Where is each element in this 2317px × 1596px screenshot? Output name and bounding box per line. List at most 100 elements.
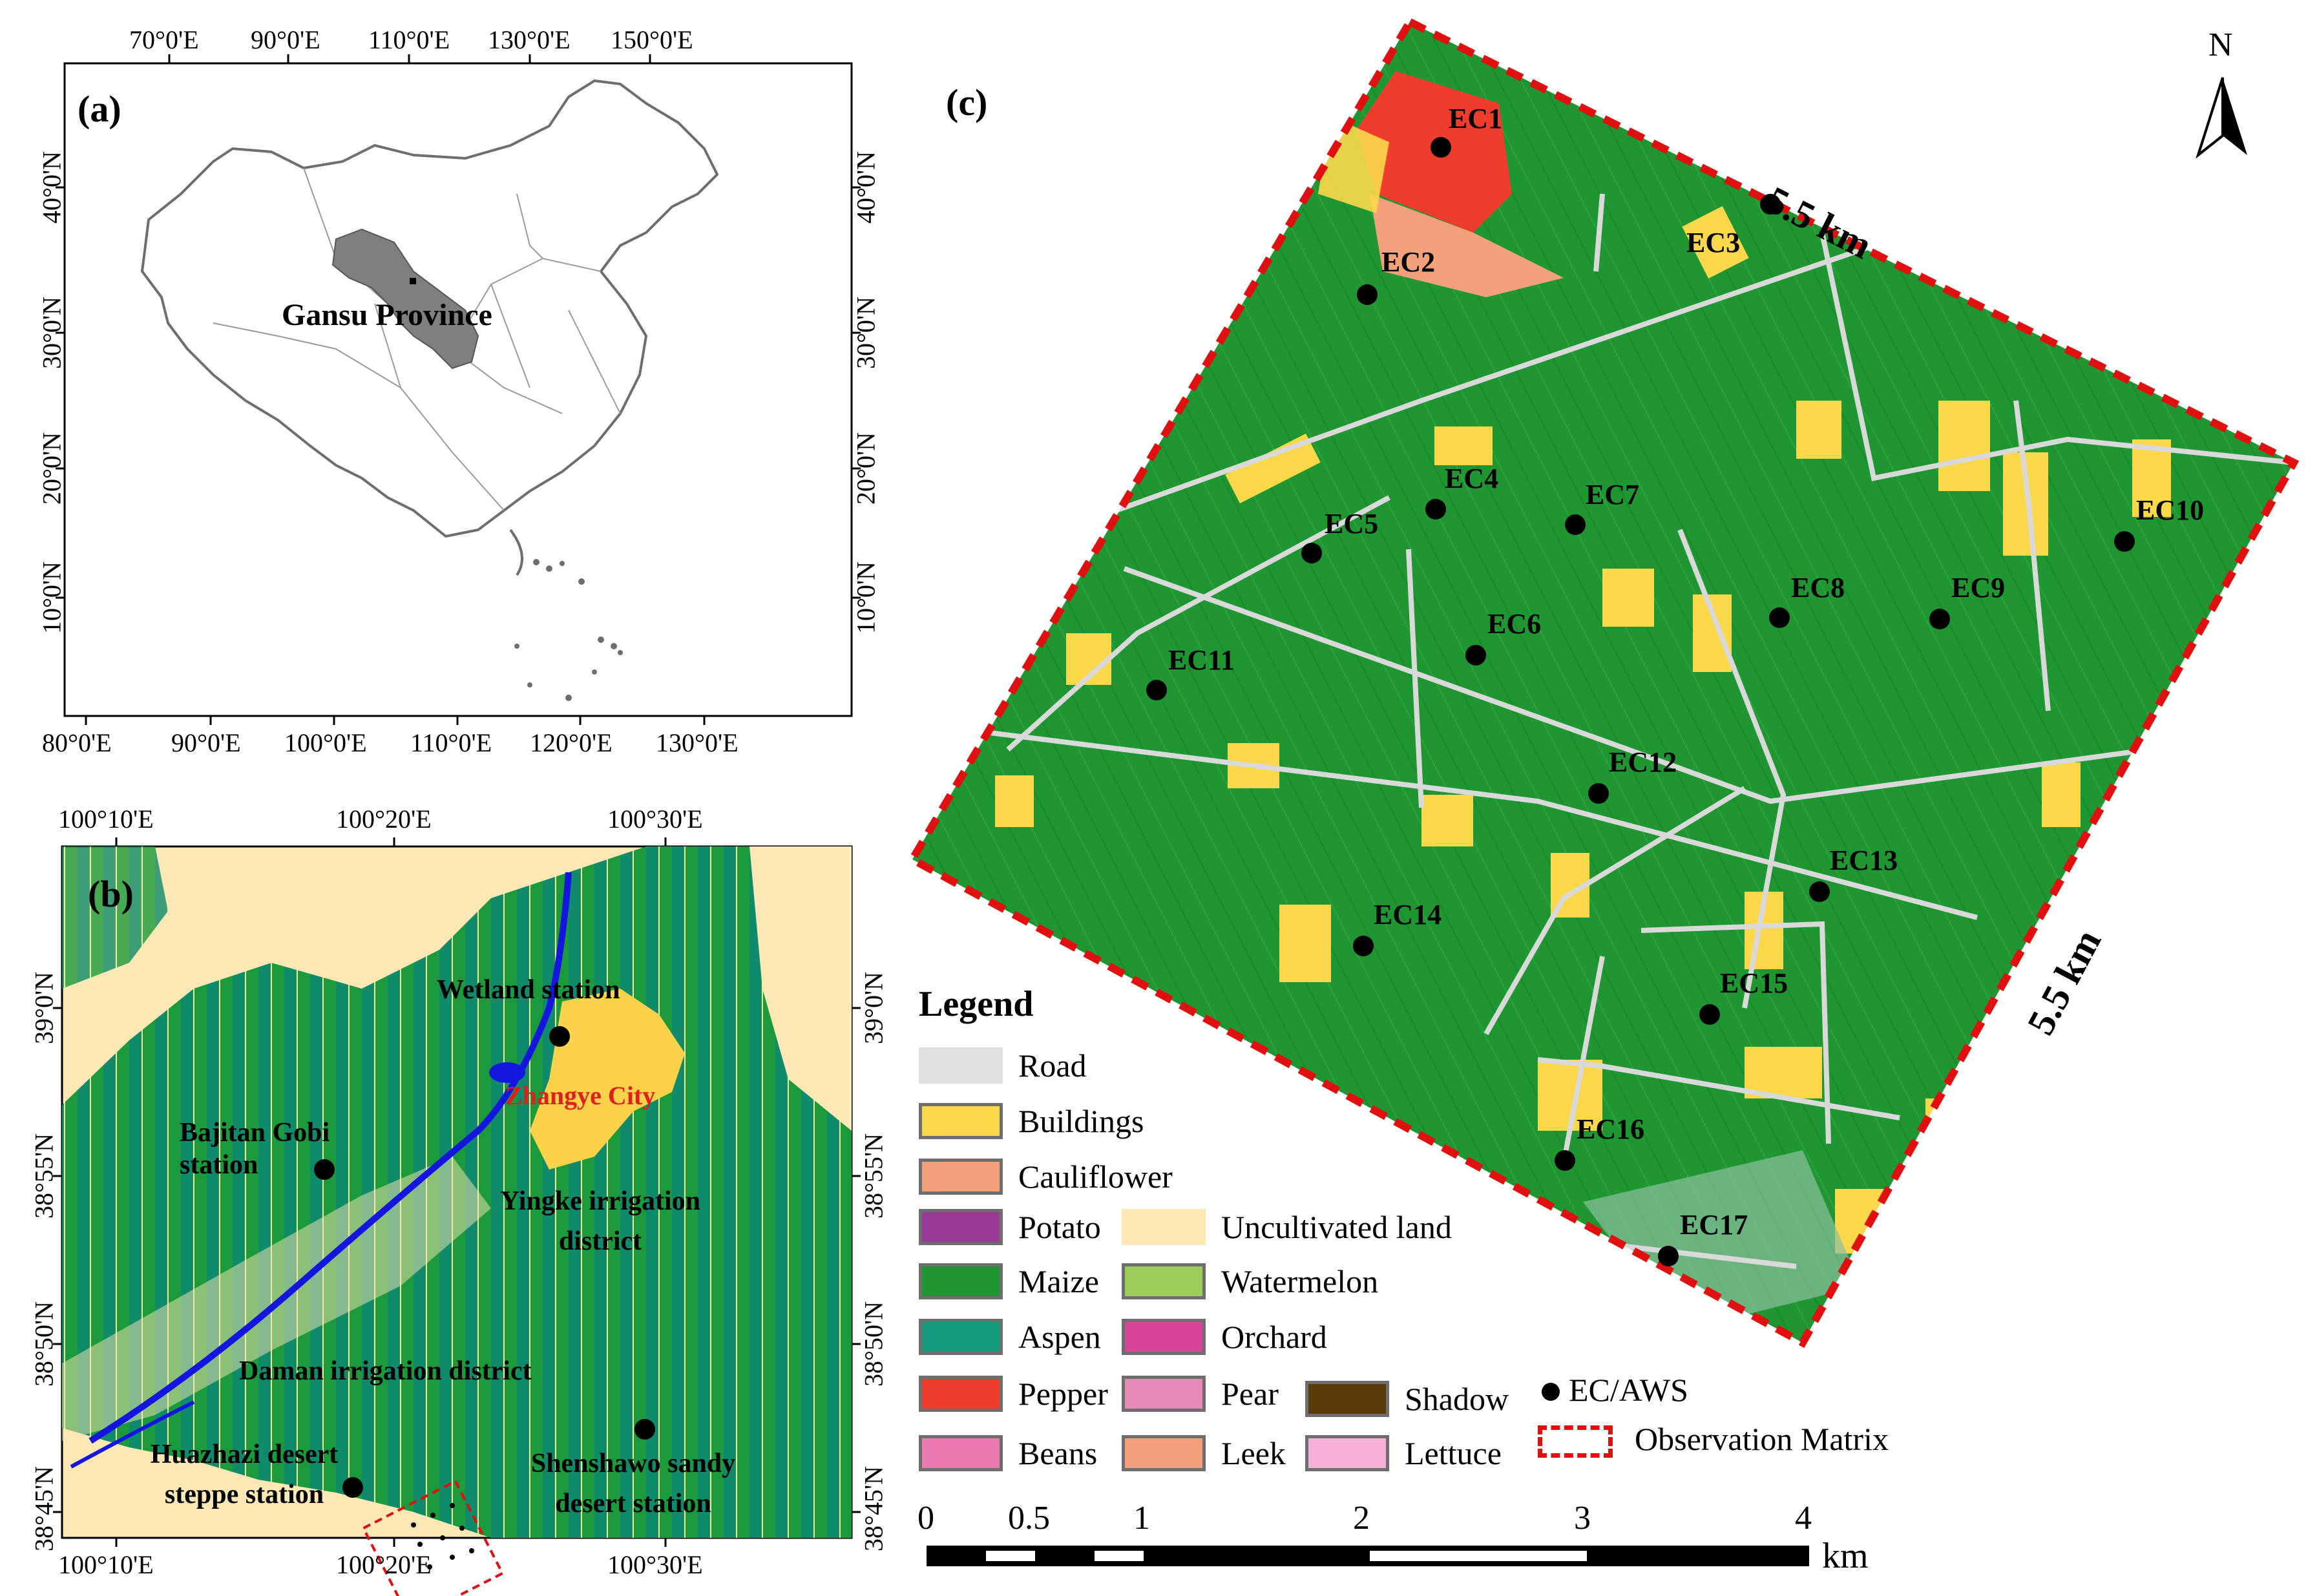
panel-a-bottom-tick-4: 110°0'E — [410, 728, 492, 757]
panel-a-top-tick-1: 70°0'E — [129, 25, 199, 54]
legend-label-aspen: Aspen — [1018, 1319, 1101, 1355]
cauliflower-patch — [1370, 194, 1564, 297]
ec10-marker — [2114, 531, 2135, 552]
legend-label-ec-aws: EC/AWS — [1569, 1372, 1688, 1408]
legend-item-leek: Leek — [1122, 1434, 1286, 1472]
ec8-label: EC8 — [1791, 572, 1845, 604]
river — [89, 872, 572, 1444]
panel-a-bottom-tick-1: 80°0'E — [42, 728, 112, 757]
legend-item-orchard: Orchard — [1122, 1318, 1327, 1356]
legend-label-leek: Leek — [1221, 1435, 1286, 1471]
legend-label-watermelon: Watermelon — [1221, 1263, 1379, 1299]
panel-b-top-tick-3: 100°30'E — [607, 804, 703, 834]
legend-item-lettuce: Lettuce — [1305, 1434, 1502, 1472]
legend-item-watermelon: Watermelon — [1122, 1263, 1378, 1300]
scale-tick-3: 3 — [1574, 1500, 1591, 1537]
orchard-swatch — [1122, 1319, 1206, 1355]
panel-b-label: (b) — [88, 873, 134, 915]
gansu-province-label: Gansu Province — [282, 298, 492, 332]
legend-item-pear: Pear — [1122, 1375, 1279, 1412]
panel-a-bottom-tick-3: 100°0'E — [284, 728, 367, 757]
legend-label-cauliflower: Cauliflower — [1018, 1159, 1173, 1195]
ec16-label: EC16 — [1577, 1113, 1645, 1145]
watermelon-swatch — [1122, 1263, 1206, 1299]
ec5-label: EC5 — [1325, 508, 1379, 540]
huazhazi-station-marker — [342, 1477, 363, 1498]
legend-item-pepper: Pepper — [919, 1375, 1108, 1412]
panel-b-top-tick-1: 100°10'E — [58, 804, 154, 834]
shadow-swatch — [1305, 1381, 1389, 1417]
pear-swatch — [1122, 1376, 1206, 1412]
ec5-marker — [1301, 543, 1322, 563]
zhangye-city-label: Zhangye City — [505, 1081, 656, 1110]
ec14-marker — [1353, 936, 1374, 956]
panel-a-frame — [56, 54, 861, 725]
ec7-label: EC7 — [1586, 479, 1640, 510]
legend-label-orchard: Orchard — [1221, 1319, 1327, 1355]
ec7-marker — [1565, 514, 1586, 535]
cauliflower-swatch — [919, 1159, 1003, 1195]
north-arrow-icon — [2196, 77, 2247, 159]
panel-b-left-tick-4: 38°45'N — [29, 1465, 59, 1552]
panel-a-bottom-tick-6: 130°0'E — [656, 728, 739, 757]
ec13-label: EC13 — [1830, 845, 1898, 876]
panel-b-top-tick-2: 100°20'E — [336, 804, 432, 834]
legend-item-potato: Potato — [919, 1208, 1101, 1246]
observation-matrix-legend-swatch — [1538, 1425, 1613, 1458]
legend-item-maize: Maize — [919, 1263, 1099, 1300]
ec1-label: EC1 — [1449, 103, 1503, 134]
pepper-swatch — [919, 1376, 1003, 1412]
ec2-marker — [1357, 284, 1378, 305]
buildings-swatch — [919, 1103, 1003, 1139]
observation-matrix-area — [912, 22, 2294, 1343]
legend-label-uncultivated: Uncultivated land — [1221, 1209, 1452, 1245]
ec12-marker — [1588, 783, 1609, 804]
panel-a-top-tick-2: 90°0'E — [251, 25, 320, 54]
ec4-label: EC4 — [1445, 463, 1499, 494]
legend-label-road: Road — [1018, 1047, 1087, 1084]
legend-label-observation-matrix: Observation Matrix — [1635, 1421, 1889, 1457]
panel-c-label: (c) — [946, 81, 988, 123]
ec14-label: EC14 — [1374, 899, 1442, 930]
panel-a-top-tick-5: 150°0'E — [611, 25, 693, 54]
gansu-province-shape — [331, 228, 479, 370]
bajitan-gobi-station-label: Bajitan Gobi station — [180, 1118, 330, 1180]
legend-item-aspen: Aspen — [919, 1318, 1101, 1356]
panel-a-top-tick-4: 130°0'E — [488, 25, 571, 54]
legend-item-shadow: Shadow — [1305, 1380, 1509, 1418]
legend-label-beans: Beans — [1018, 1435, 1098, 1471]
legend-label-maize: Maize — [1018, 1263, 1099, 1299]
shenshawo-station-marker — [634, 1419, 655, 1440]
ec9-label: EC9 — [1951, 572, 2006, 604]
ec8-marker — [1769, 607, 1790, 628]
panel-a-top-tick-3: 110°0'E — [368, 25, 450, 54]
beans-swatch — [919, 1435, 1003, 1471]
ec15-label: EC15 — [1720, 967, 1788, 999]
ec2-label: EC2 — [1381, 246, 1436, 278]
yingke-district-label: Yingke irrigation district — [500, 1186, 700, 1256]
road-swatch — [919, 1047, 1003, 1084]
ec6-label: EC6 — [1487, 608, 1542, 640]
panel-b-right-tick-4: 38°45'N — [859, 1465, 888, 1552]
ec1-marker — [1431, 137, 1451, 158]
panel-b-bottom-tick-2: 100°20'E — [336, 1550, 432, 1579]
bajitan-gobi-station-marker — [314, 1159, 335, 1180]
lettuce-swatch — [1305, 1435, 1389, 1471]
legend-item-beans: Beans — [919, 1434, 1097, 1472]
scale-tick-1: 1 — [1133, 1500, 1150, 1537]
legend-label-buildings: Buildings — [1018, 1103, 1144, 1139]
ec6-marker — [1465, 645, 1486, 666]
daman-district-label: Daman irrigation district — [239, 1356, 532, 1386]
shenshawo-station-label: Shenshawo sandy desert station — [530, 1449, 736, 1518]
legend-label-potato: Potato — [1018, 1209, 1101, 1245]
ec12-label: EC12 — [1609, 746, 1677, 778]
scale-tick-4: 4 — [1795, 1500, 1812, 1537]
scale-unit: km — [1822, 1536, 1869, 1576]
maize-swatch — [919, 1263, 1003, 1299]
ec4-marker — [1425, 499, 1446, 520]
aspen-swatch — [919, 1319, 1003, 1355]
panel-a-label: (a) — [78, 88, 121, 130]
ec16-marker — [1555, 1150, 1575, 1171]
ec10-label: EC10 — [2136, 494, 2205, 526]
panel-a-bottom-tick-2: 90°0'E — [171, 728, 241, 757]
